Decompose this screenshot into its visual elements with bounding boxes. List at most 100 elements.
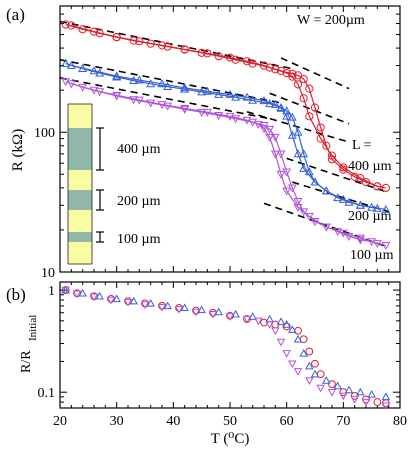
data-point-triangle-up	[78, 288, 87, 297]
data-point-triangle-up	[282, 106, 292, 115]
data-point-triangle-down	[61, 78, 71, 87]
data-point-triangle-down	[191, 308, 201, 317]
data-point-circle	[293, 80, 303, 89]
data-point-circle	[293, 71, 303, 80]
panel-b-label: (b)	[6, 285, 26, 304]
data-point-triangle-up	[146, 79, 156, 88]
series-line-L100-cooling	[71, 83, 378, 245]
x-axis-label: T (⁰C)	[211, 431, 250, 447]
series-line-L100-heating	[65, 81, 386, 246]
data-point-triangle-up	[293, 334, 303, 343]
panel-b-ylabel-main: R/R	[19, 350, 34, 373]
data-point-triangle-down	[310, 218, 320, 227]
data-point-triangle-up	[197, 87, 207, 96]
data-point-triangle-down	[361, 398, 371, 407]
inset-100-label: 100 µm	[117, 232, 161, 247]
data-point-triangle-up	[356, 387, 365, 396]
data-point-triangle-down	[225, 112, 235, 121]
L400-label: 400 µm	[348, 159, 392, 174]
data-point-triangle-up	[197, 305, 206, 314]
data-point-circle	[305, 84, 314, 93]
series-line-L400-cooling	[71, 24, 378, 187]
strip-segment-green	[68, 232, 92, 242]
data-point-triangle-down	[123, 299, 133, 307]
panel-b-ticks	[59, 282, 401, 409]
series-line-L200-heating	[65, 62, 386, 211]
data-point-triangle-up	[310, 177, 320, 186]
data-point-triangle-up	[287, 112, 297, 121]
data-point-triangle-up	[180, 303, 189, 312]
data-point-triangle-down	[293, 203, 303, 212]
y-tick-label: 100	[34, 126, 55, 141]
data-point-triangle-up	[299, 163, 309, 172]
data-point-circle	[381, 183, 390, 192]
data-point-triangle-down	[293, 368, 303, 376]
data-point-triangle-down	[282, 187, 292, 196]
data-point-triangle-down	[134, 96, 144, 105]
data-point-triangle-up	[270, 99, 280, 108]
data-point-triangle-down	[140, 301, 150, 310]
data-point-triangle-down	[61, 286, 70, 295]
data-point-triangle-down	[72, 290, 82, 299]
data-point-circle	[299, 94, 308, 103]
data-point-circle	[339, 163, 348, 172]
data-point-triangle-up	[66, 60, 76, 69]
panel-a-label: (a)	[6, 5, 25, 24]
data-point-triangle-down	[282, 350, 291, 358]
data-point-triangle-down	[355, 234, 365, 243]
data-point-triangle-down	[208, 311, 218, 319]
panel-a-frame	[59, 5, 401, 273]
data-point-triangle-down	[276, 338, 286, 347]
panel-a-points	[61, 20, 391, 251]
data-point-triangle-up	[180, 84, 190, 93]
data-point-circle	[225, 53, 235, 62]
data-point-triangle-down	[304, 212, 314, 222]
data-point-triangle-up	[89, 66, 99, 75]
data-point-triangle-down	[214, 111, 224, 121]
data-point-circle	[67, 21, 76, 30]
data-point-triangle-up	[333, 381, 342, 390]
data-point-triangle-down	[129, 96, 139, 105]
panel-a-ylabel: R (kΩ)	[10, 129, 26, 171]
data-point-circle	[328, 380, 336, 389]
data-point-triangle-up	[134, 75, 144, 84]
data-point-circle	[135, 37, 144, 46]
data-point-circle	[316, 123, 325, 132]
data-point-triangle-up	[202, 86, 212, 95]
data-point-triangle-up	[344, 385, 354, 394]
panel-b-ylabel: R/R Initial	[19, 315, 39, 373]
strip-segment-green	[68, 128, 92, 170]
data-point-circle	[288, 72, 297, 81]
x-tick-label: 70	[336, 414, 350, 429]
data-point-triangle-down	[372, 240, 382, 249]
x-tick-label: 80	[393, 414, 407, 429]
series-line-L400-heating	[65, 23, 386, 189]
data-point-triangle-up	[299, 149, 309, 158]
data-point-triangle-down	[293, 198, 303, 207]
fit-line	[246, 111, 350, 143]
data-point-circle	[311, 359, 319, 368]
data-point-triangle-up	[242, 92, 252, 101]
data-point-circle	[294, 326, 302, 335]
data-point-triangle-up	[276, 317, 286, 325]
data-point-triangle-down	[355, 236, 365, 245]
panel-b: 0.11 20 30 40 50 60 70 80 (b) R/R Initial T (⁰…	[6, 281, 407, 447]
data-point-triangle-up	[231, 309, 240, 318]
L-title: L =	[352, 138, 372, 153]
data-point-circle	[112, 32, 121, 42]
data-point-triangle-down	[327, 388, 337, 397]
data-point-triangle-down	[197, 108, 207, 117]
data-point-triangle-up	[225, 89, 235, 98]
data-point-triangle-up	[180, 83, 190, 92]
L100-label: 100 µm	[350, 248, 394, 263]
data-point-triangle-down	[253, 120, 263, 129]
data-point-triangle-up	[112, 71, 122, 80]
data-point-circle	[276, 66, 286, 75]
data-point-circle	[271, 65, 280, 74]
data-point-circle	[356, 173, 365, 183]
data-point-triangle-down	[321, 223, 331, 232]
data-point-triangle-up	[214, 89, 224, 98]
data-point-triangle-up	[163, 301, 172, 310]
x-tick-label: 30	[110, 414, 124, 429]
